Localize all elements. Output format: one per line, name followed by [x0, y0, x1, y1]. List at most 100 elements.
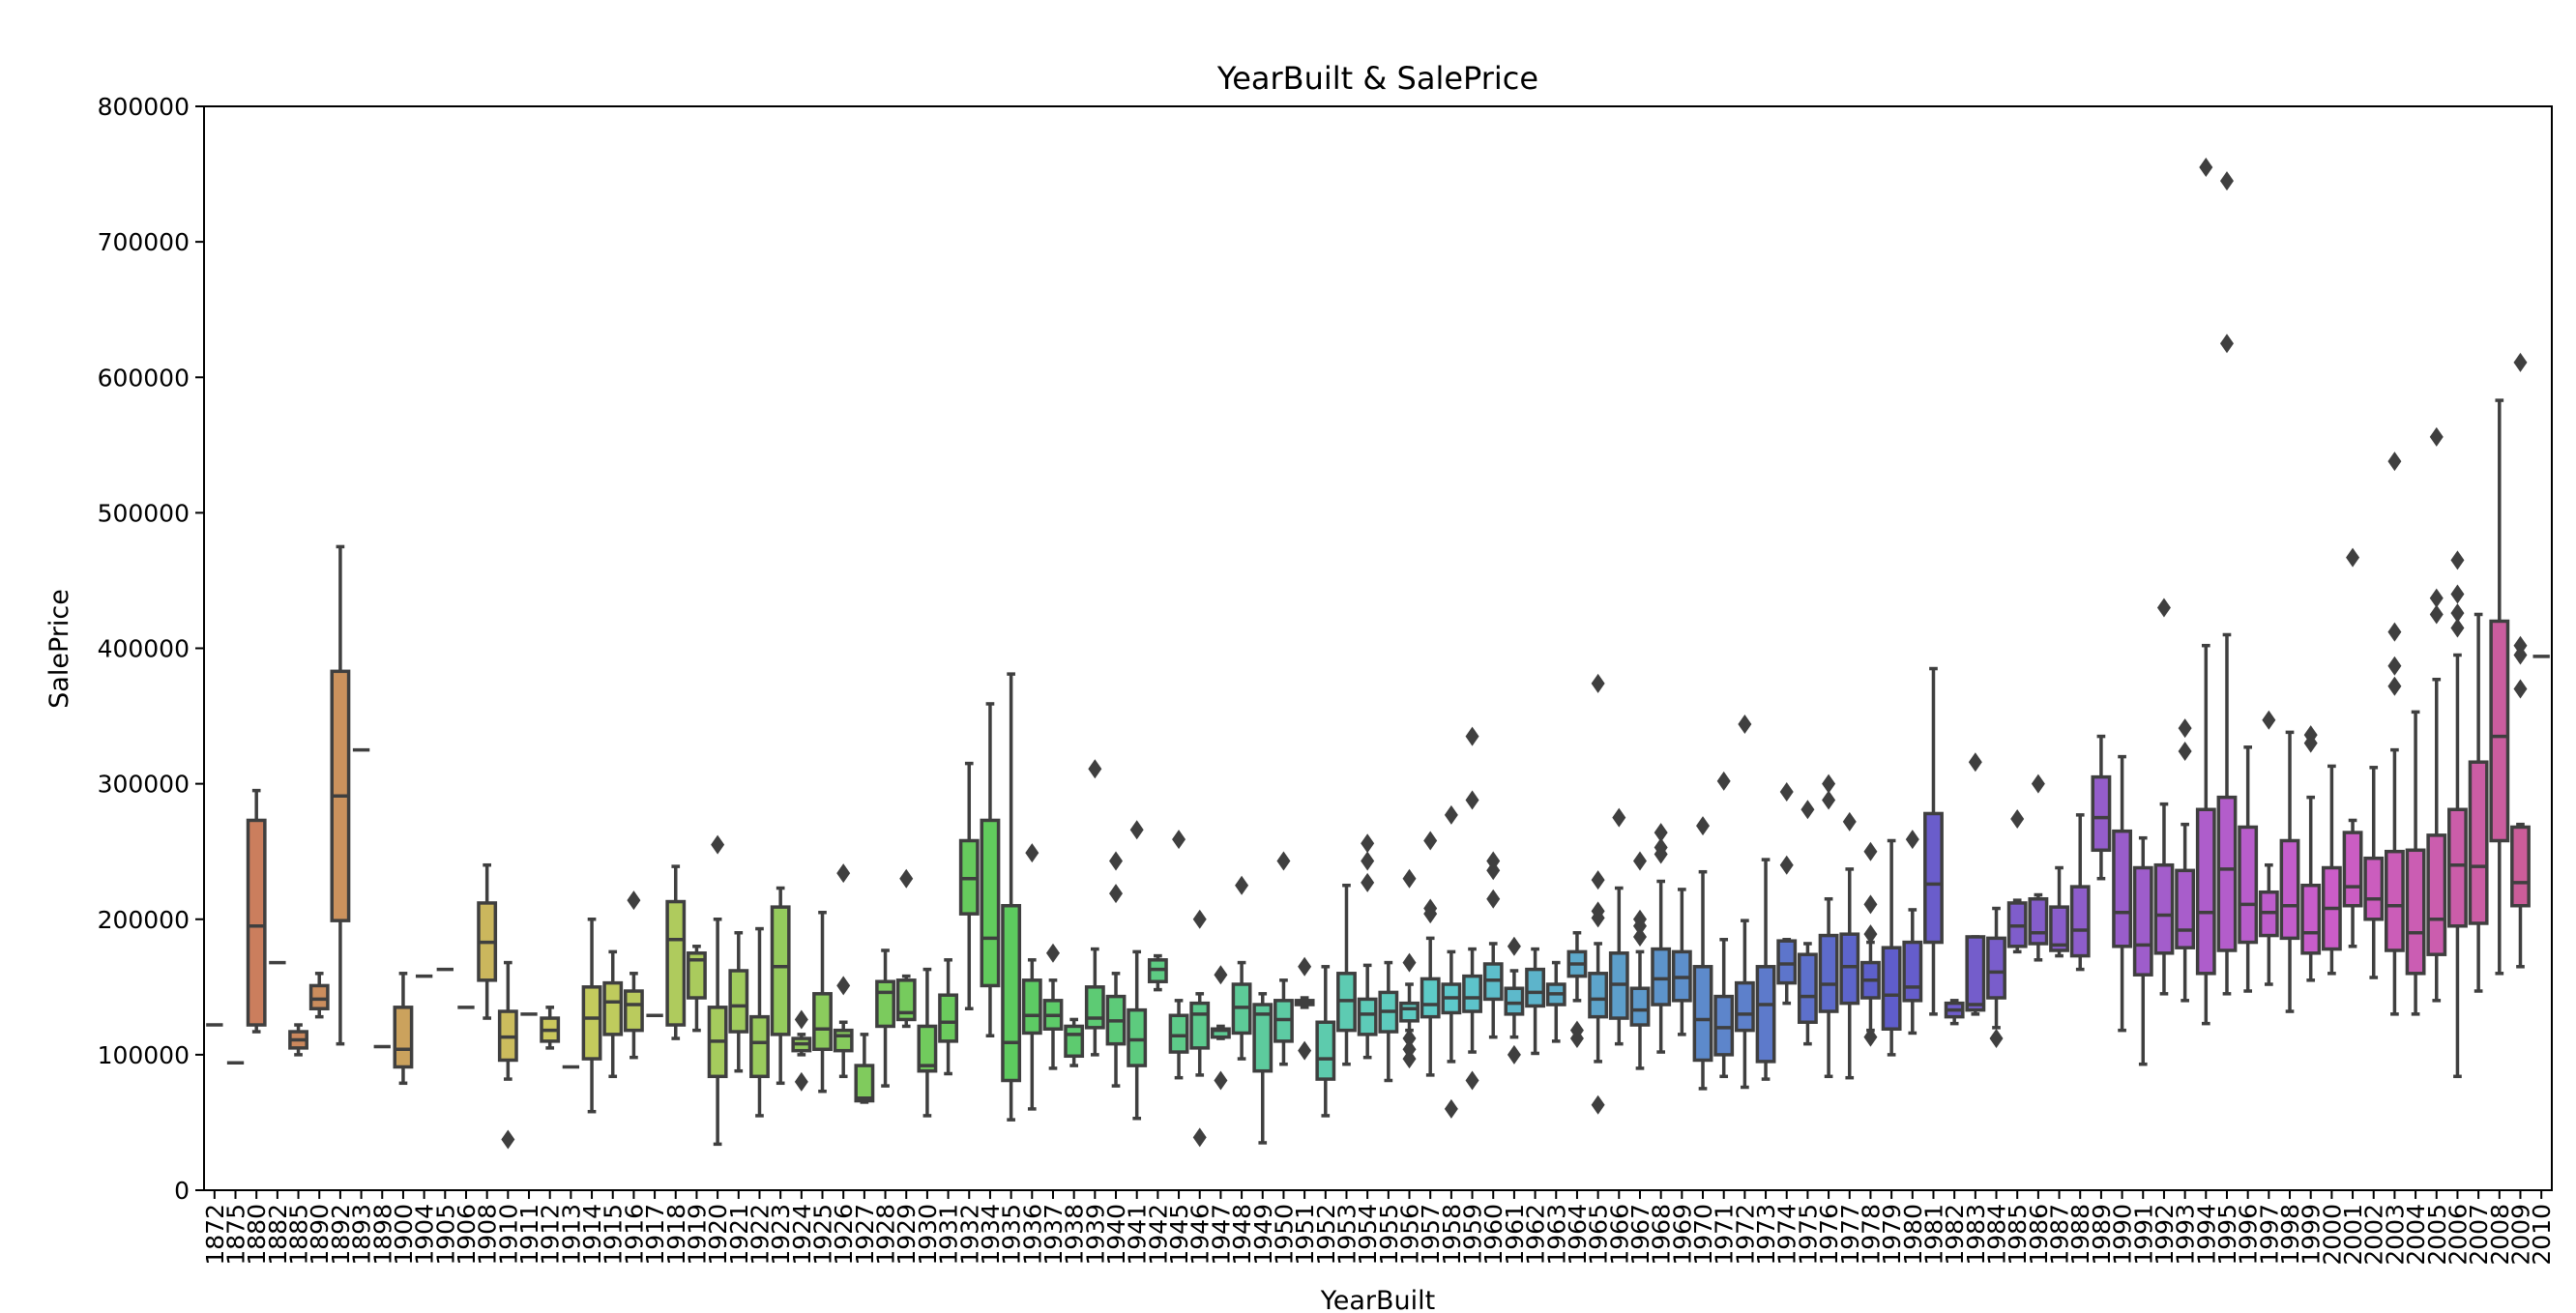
x-tick-label: 1948	[1228, 1204, 1256, 1266]
box-1924	[791, 1009, 812, 1092]
x-tick-label: 1937	[1039, 1204, 1068, 1266]
box-body	[2069, 885, 2091, 958]
x-tick-label: 1928	[872, 1204, 900, 1266]
box-body	[938, 993, 959, 1043]
box-2005	[2426, 426, 2447, 1003]
x-tick-label: 1963	[1542, 1204, 1570, 1266]
box-body	[1986, 936, 2006, 1000]
outlier-point	[2178, 741, 2192, 761]
box-body	[812, 992, 833, 1052]
box-2001	[2342, 547, 2363, 948]
x-tick-label: 1921	[725, 1204, 753, 1266]
x-tick-label: 1908	[474, 1204, 502, 1266]
box-body	[1084, 985, 1105, 1030]
x-tick-label: 1931	[935, 1204, 963, 1266]
x-tick-label: 1910	[494, 1204, 522, 1266]
box-1991	[2132, 835, 2153, 1066]
box-1890	[308, 972, 330, 1019]
box-1964	[1566, 931, 1588, 1049]
y-tick-label: 300000	[98, 771, 190, 799]
x-tick-label: 1996	[2235, 1204, 2263, 1266]
x-tick-label: 1893	[348, 1204, 376, 1266]
outlier-point	[1214, 1070, 1228, 1091]
box-1908	[477, 862, 498, 1020]
box-body	[1001, 903, 1022, 1083]
box-1910	[497, 960, 518, 1150]
box-body	[2363, 856, 2385, 921]
box-body	[1168, 1013, 1189, 1054]
box-body	[1504, 986, 1525, 1016]
box-body	[2238, 825, 2259, 945]
box-1958	[1441, 804, 1462, 1119]
box-1926	[833, 863, 854, 1079]
box-1970	[1692, 816, 1713, 1091]
box-body	[687, 951, 707, 1000]
box-body	[1189, 1001, 1211, 1050]
outlier-point	[1025, 843, 1039, 863]
outlier-point	[2429, 604, 2444, 625]
box-1983	[1965, 752, 1986, 1016]
box-body	[749, 1014, 770, 1079]
outlier-point	[1989, 1029, 2004, 1049]
box-1930	[917, 967, 938, 1118]
box-2007	[2468, 612, 2489, 993]
x-tick-label: 1925	[809, 1204, 837, 1266]
box-1921	[728, 931, 749, 1073]
box-body	[602, 980, 624, 1036]
outlier-point	[1444, 804, 1458, 825]
box-body	[2132, 865, 2153, 977]
outlier-point	[1863, 841, 1878, 861]
box-1984	[1986, 906, 2006, 1049]
box-body	[2216, 795, 2238, 952]
outlier-point	[1842, 811, 1857, 832]
x-tick-label: 1911	[515, 1204, 543, 1266]
box-1954	[1357, 833, 1378, 1060]
x-tick-label: 1900	[390, 1204, 418, 1266]
box-body	[2049, 905, 2069, 952]
outlier-point	[2219, 334, 2234, 354]
box-body	[2468, 760, 2489, 925]
x-tick-label: 1936	[1018, 1204, 1046, 1266]
x-tick-label: 1988	[2066, 1204, 2094, 1266]
outlier-point	[1361, 833, 1375, 854]
box-1929	[895, 868, 917, 1029]
outlier-point	[899, 868, 914, 889]
x-tick-label: 2009	[2506, 1204, 2534, 1266]
x-tick-label: 1918	[662, 1204, 690, 1266]
box-body	[1692, 965, 1713, 1063]
outlier-point	[836, 863, 851, 884]
outlier-point	[1129, 820, 1144, 840]
x-tick-label: 1930	[914, 1204, 942, 1266]
box-body	[2510, 825, 2531, 908]
box-body	[854, 1064, 875, 1103]
outlier-point	[1109, 884, 1124, 904]
outlier-point	[1465, 726, 1479, 746]
x-tick-label: 1992	[2151, 1204, 2179, 1266]
x-tick-label: 1941	[1124, 1204, 1152, 1266]
outlier-point	[2513, 679, 2528, 699]
x-tick-label: 1990	[2109, 1204, 2137, 1266]
box-1940	[1105, 851, 1127, 1088]
outlier-point	[1863, 894, 1878, 915]
outlier-point	[2199, 158, 2213, 178]
outlier-point	[1298, 956, 1312, 977]
outlier-point	[1192, 909, 1207, 929]
box-1918	[665, 864, 687, 1040]
x-tick-label: 1978	[1857, 1204, 1885, 1266]
box-1992	[2153, 598, 2175, 996]
box-1957	[1420, 831, 1441, 1077]
outlier-point	[1863, 1027, 1878, 1047]
outlier-point	[1423, 904, 1438, 924]
box-1914	[581, 918, 602, 1114]
box-body	[1252, 1003, 1273, 1073]
x-tick-label: 1995	[2213, 1204, 2241, 1266]
box-1953	[1336, 883, 1357, 1066]
box-2000	[2321, 764, 2342, 976]
y-tick-label: 200000	[98, 906, 190, 934]
box-1987	[2049, 865, 2069, 958]
box-1916	[623, 890, 644, 1060]
box-1972	[1734, 714, 1755, 1090]
box-1971	[1713, 771, 1735, 1079]
x-tick-label: 1962	[1522, 1204, 1550, 1266]
box-body	[393, 1006, 414, 1069]
